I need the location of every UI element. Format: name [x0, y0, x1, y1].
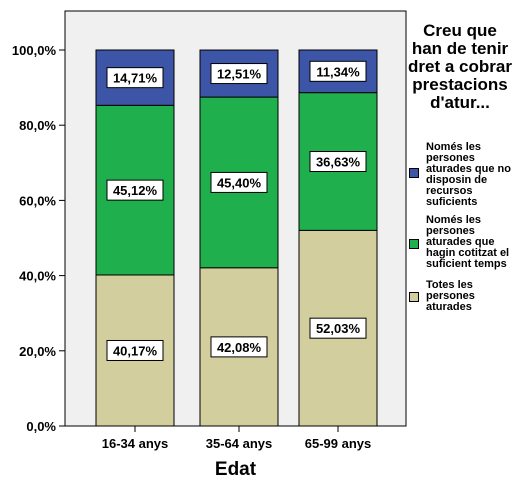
data-label-box [210, 336, 268, 358]
data-label-box [210, 171, 268, 193]
data-label: 42,08% [217, 340, 262, 355]
legend-label-contributed: Només les persones aturades que hagin co… [426, 214, 510, 270]
x-tick-label: 65-99 anys [305, 436, 372, 451]
data-label: 36,63% [316, 155, 361, 170]
y-tick-label: 60,0% [19, 193, 56, 208]
y-tick-label: 80,0% [19, 118, 56, 133]
data-label: 14,71% [113, 71, 158, 86]
data-label-box [309, 60, 367, 82]
data-label-box [309, 317, 367, 339]
y-tick-label: 40,0% [19, 269, 56, 284]
data-label: 45,12% [113, 183, 158, 198]
data-label-box [106, 339, 164, 361]
data-label-box [106, 67, 164, 89]
legend-swatch-all [409, 292, 419, 302]
data-label: 45,40% [217, 175, 262, 190]
legend-label-all: Totes les persones aturades [426, 279, 475, 313]
y-tick-label: 100,0% [12, 43, 57, 58]
x-tick-label: 35-64 anys [206, 436, 273, 451]
x-tick-label: 16-34 anys [102, 436, 169, 451]
data-label-box [210, 63, 268, 85]
legend-swatch-contributed [409, 239, 419, 249]
data-label-box [309, 151, 367, 173]
y-tick-label: 0,0% [26, 419, 56, 434]
legend-swatch-no-resources [409, 168, 419, 178]
data-label: 52,03% [316, 321, 361, 336]
y-tick-label: 20,0% [19, 344, 56, 359]
data-label: 40,17% [113, 343, 158, 358]
x-axis-label: Edat [215, 459, 257, 480]
data-label: 12,51% [217, 67, 262, 82]
legend-label-no-resources: Només les persones aturades que no dispo… [426, 141, 511, 208]
data-label-box [106, 179, 164, 201]
legend-title: Creu que han de tenir dret a cobrar pres… [408, 21, 512, 112]
data-label: 11,34% [316, 64, 360, 79]
